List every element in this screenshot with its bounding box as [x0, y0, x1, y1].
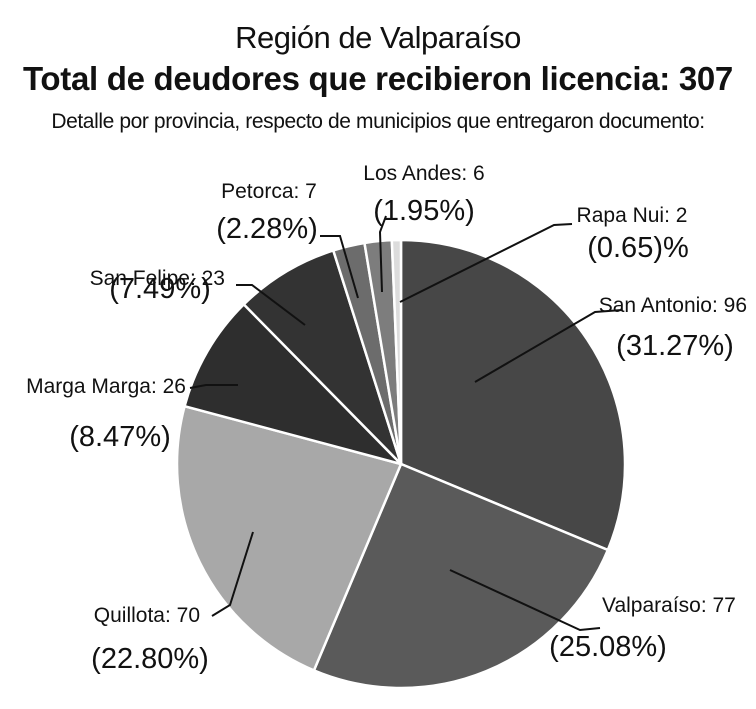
pie-slice-3 [183, 302, 406, 467]
pie-slice-4 [242, 248, 403, 465]
chart-subtitle: Total de deudores que recibieron licenci… [23, 60, 733, 97]
leader-line-1 [449, 569, 601, 632]
slice-percent-4: (7.49%) [109, 273, 211, 305]
pie-slice-0 [399, 238, 627, 552]
slice-percent-7: (0.65)% [587, 232, 689, 264]
slice-label-6: Los Andes: 6 [363, 162, 484, 185]
slice-percent-2: (22.80%) [91, 643, 209, 675]
leader-line-4 [236, 284, 306, 326]
slice-percent-5: (2.28%) [216, 213, 318, 245]
slice-label-4: San Felipe: 23 [90, 267, 225, 290]
leader-line-3 [189, 384, 238, 389]
slice-label-1: Valparaíso: 77 [602, 594, 736, 617]
leader-line-5 [320, 235, 359, 299]
leader-lines [189, 215, 623, 632]
pie-slices [175, 238, 627, 690]
pie-slice-2 [175, 404, 403, 673]
slice-percent-3: (8.47%) [69, 421, 171, 453]
slice-label-7: Rapa Nui: 2 [577, 204, 688, 227]
slice-label-3: Marga Marga: 26 [26, 375, 186, 398]
slice-percent-6: (1.95%) [373, 195, 475, 227]
leader-line-7 [399, 223, 573, 303]
pie-slice-7 [390, 238, 403, 465]
slice-label-0: San Antonio: 96 [599, 294, 747, 317]
leader-line-2 [211, 531, 254, 617]
slice-percent-1: (25.08%) [549, 631, 667, 663]
leader-line-6 [378, 215, 387, 293]
slice-labels: San Antonio: 96 (31.27%) Valparaíso: 77 (25… [26, 162, 747, 675]
slice-percent-0: (31.27%) [616, 330, 734, 362]
leader-line-0 [474, 309, 623, 383]
chart-title: Región de Valparaíso [235, 20, 521, 55]
slice-label-2: Quillota: 70 [94, 604, 200, 627]
chart-caption: Detalle por provincia, respecto de munic… [51, 110, 705, 133]
slice-label-5: Petorca: 7 [221, 180, 317, 203]
